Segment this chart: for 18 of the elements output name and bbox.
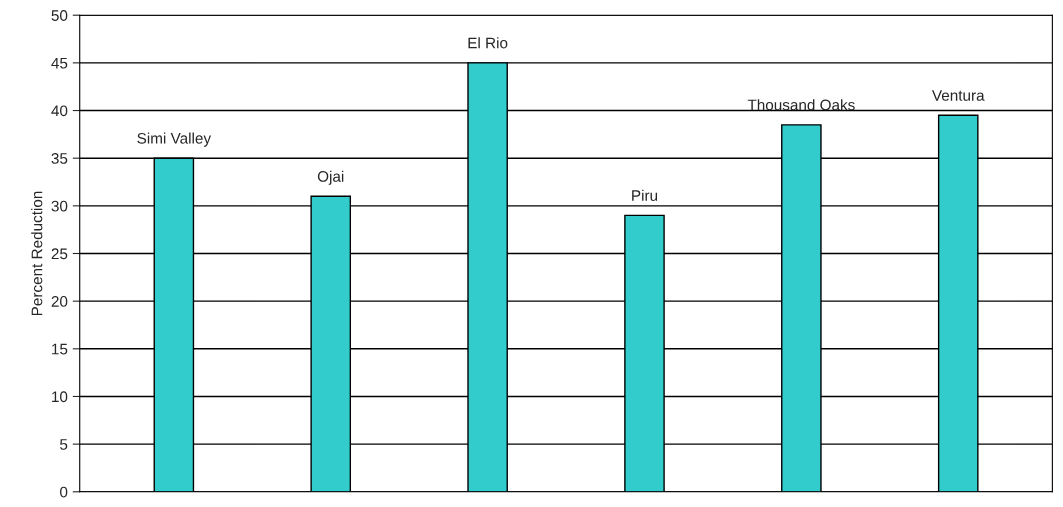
x-tick-label: Thousand Oaks <box>747 99 855 111</box>
y-tick-label: 45 <box>51 57 68 69</box>
y-tick-label: 10 <box>52 391 68 403</box>
x-tick-label: El Rio <box>468 37 508 49</box>
y-tick-label: 40 <box>51 105 68 117</box>
x-tick-label: Simi Valley <box>137 132 212 147</box>
y-tick-label: 50 <box>51 10 68 21</box>
y-tick-label: 20 <box>51 296 68 307</box>
y-tick-label: 25 <box>51 248 68 260</box>
x-tick-label: Piru <box>632 189 658 201</box>
y-tick-label: 30 <box>51 200 68 212</box>
x-tick-label: Ojai <box>317 170 344 185</box>
y-tick-label: 35 <box>51 153 68 164</box>
y-tick-label: 0 <box>60 486 68 498</box>
y-axis-title: Percent Reduction <box>31 191 43 316</box>
x-tick-label: Ventura <box>931 90 985 101</box>
y-tick-label: 5 <box>60 439 68 450</box>
y-tick-label: 15 <box>52 343 68 355</box>
